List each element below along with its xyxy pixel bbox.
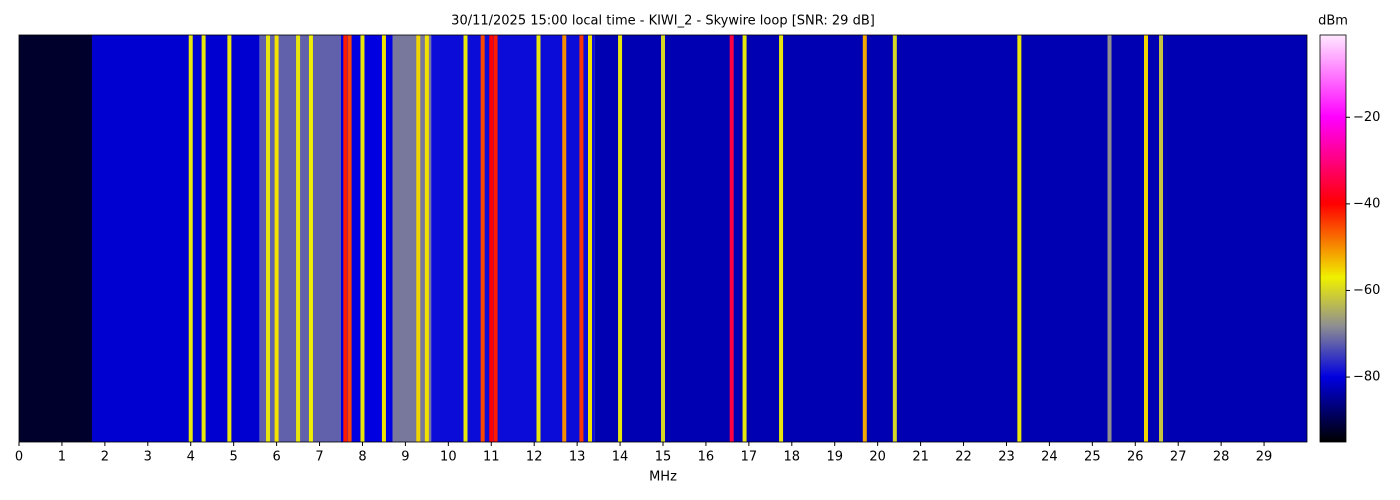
colorbar-label: dBm <box>1318 14 1348 29</box>
signal-line <box>1144 35 1148 442</box>
plot-area <box>19 35 1307 442</box>
x-tick-label: 11 <box>483 450 500 465</box>
signal-line <box>308 35 313 442</box>
x-tick-label: 0 <box>15 450 23 465</box>
signal-line <box>1017 35 1022 442</box>
signal-line <box>296 35 301 442</box>
x-tick-label: 15 <box>655 450 672 465</box>
signal-line <box>227 35 232 442</box>
x-tick-label: 8 <box>358 450 366 465</box>
signal-line <box>489 35 494 442</box>
x-tick-label: 20 <box>869 450 886 465</box>
x-tick-label: 4 <box>187 450 195 465</box>
x-tick-label: 21 <box>912 450 929 465</box>
signal-line <box>779 35 784 442</box>
chart-title: 30/11/2025 15:00 local time - KIWI_2 - S… <box>451 14 875 29</box>
x-tick-label: 6 <box>272 450 280 465</box>
signal-line <box>343 35 348 442</box>
signal-line <box>536 35 541 442</box>
signal-line <box>1107 35 1112 442</box>
x-tick-label: 16 <box>698 450 715 465</box>
signal-line <box>862 35 867 442</box>
signal-line <box>588 35 593 442</box>
x-tick-label: 22 <box>955 450 972 465</box>
x-tick-label: 23 <box>998 450 1015 465</box>
colorbar-tick-label: −40 <box>1353 196 1380 211</box>
x-tick-label: 26 <box>1127 450 1144 465</box>
x-tick-label: 7 <box>315 450 323 465</box>
x-tick-label: 9 <box>401 450 409 465</box>
signal-line <box>416 35 421 442</box>
signal-line <box>274 35 279 442</box>
x-tick-label: 27 <box>1170 450 1187 465</box>
signal-line <box>463 35 468 442</box>
signal-line <box>1159 35 1164 442</box>
x-tick-label: 29 <box>1256 450 1273 465</box>
signal-line <box>266 35 271 442</box>
signal-line <box>347 35 352 442</box>
x-tick-label: 14 <box>612 450 629 465</box>
signal-line <box>424 35 429 442</box>
x-tick-label: 19 <box>826 450 843 465</box>
colorbar-tick-label: −60 <box>1353 283 1380 298</box>
x-tick-label: 18 <box>784 450 801 465</box>
x-tick-label: 10 <box>440 450 457 465</box>
signal-line <box>360 35 365 442</box>
x-tick-label: 28 <box>1213 450 1230 465</box>
signal-line <box>201 35 206 442</box>
x-tick-label: 1 <box>58 450 66 465</box>
x-tick-label: 3 <box>144 450 152 465</box>
signal-line <box>579 35 584 442</box>
noise-band <box>392 35 432 442</box>
colorbar <box>1319 34 1347 443</box>
x-axis-label: MHz <box>649 470 677 485</box>
signal-line <box>493 35 498 442</box>
signal-line <box>661 35 665 442</box>
x-tick-label: 5 <box>230 450 238 465</box>
signal-line <box>188 35 193 442</box>
signal-line <box>618 35 623 442</box>
noise-band <box>431 35 595 442</box>
signal-line <box>480 35 485 442</box>
noise-band <box>91 35 260 442</box>
colorbar-tick-label: −80 <box>1353 370 1380 385</box>
x-tick-label: 24 <box>1041 450 1058 465</box>
x-tick-label: 17 <box>741 450 758 465</box>
signal-line <box>729 35 734 442</box>
noise-band <box>259 35 341 442</box>
signal-line <box>562 35 567 442</box>
colorbar-tick-label: −20 <box>1353 110 1380 125</box>
signal-line <box>742 35 747 442</box>
x-tick-label: 25 <box>1084 450 1101 465</box>
noise-band <box>19 35 92 442</box>
x-tick-label: 13 <box>569 450 586 465</box>
x-tick-label: 2 <box>101 450 109 465</box>
x-tick-label: 12 <box>526 450 543 465</box>
noise-band <box>594 35 1307 442</box>
signal-line <box>381 35 386 442</box>
signal-line <box>892 35 897 442</box>
